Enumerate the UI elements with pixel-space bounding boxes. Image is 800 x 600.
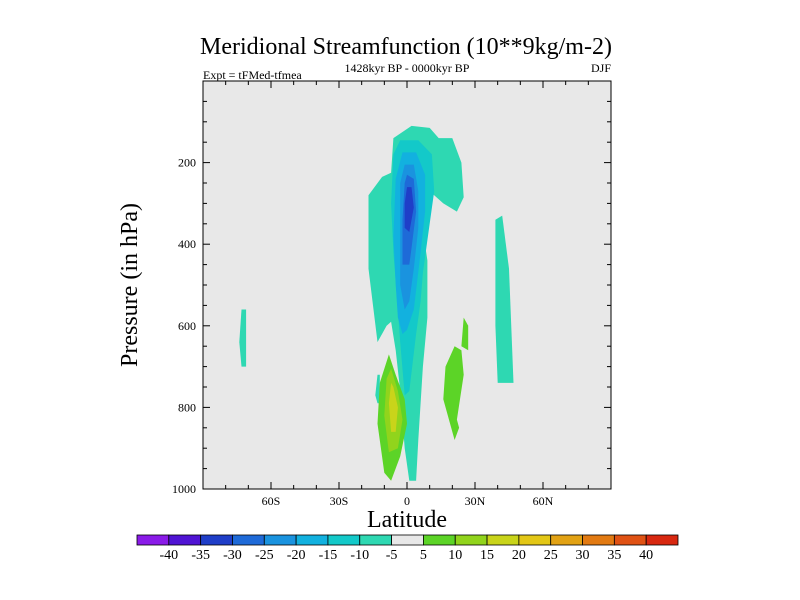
- x-axis-label: Latitude: [367, 507, 447, 533]
- time-range-label: 1428kyr BP - 0000kyr BP: [345, 61, 470, 75]
- colorbar-swatch: [263, 534, 297, 546]
- colorbar-swatch: [550, 534, 583, 546]
- colorbar-label: 35: [607, 548, 621, 563]
- colorbar-label: -20: [287, 548, 306, 563]
- x-tick-label: 30N: [465, 494, 486, 508]
- colorbar-label: 10: [448, 548, 462, 563]
- x-tick-label: 60N: [533, 494, 554, 508]
- x-tick-label: 60S: [262, 494, 281, 508]
- colorbar-label: -30: [223, 548, 242, 563]
- colorbar-label: 30: [576, 548, 590, 563]
- y-axis-label: Pressure (in hPa): [117, 203, 143, 367]
- contour-layer: [239, 125, 514, 481]
- colorbar-swatch: [582, 534, 615, 546]
- colorbar-label: 20: [512, 548, 526, 563]
- contour-neg5-2: [495, 215, 514, 383]
- colorbar-swatch: [645, 534, 679, 546]
- contour-5-11: [461, 317, 469, 351]
- colorbar-swatch: [359, 534, 392, 546]
- y-tick-label: 200: [178, 156, 196, 170]
- colorbar-label: -40: [159, 548, 178, 563]
- tick-layer: 60S 30S 0 30N 60N 200 400 600 800 1000: [172, 81, 611, 508]
- colorbar-label: 40: [639, 548, 653, 563]
- contour-5-10: [443, 346, 464, 440]
- contour-neg5-1: [375, 374, 380, 404]
- colorbar-swatch: [168, 534, 202, 546]
- contour-neg5-0: [239, 309, 247, 367]
- x-tick-label: 0: [404, 494, 410, 508]
- contour-neg30-8: [404, 187, 414, 232]
- y-tick-label: 800: [178, 400, 196, 414]
- chart-title: Meridional Streamfunction (10**9kg/m-2): [200, 34, 612, 60]
- colorbar-label: 5: [420, 548, 427, 563]
- colorbar-swatch: [518, 534, 552, 546]
- colorbar-label: -15: [319, 548, 338, 563]
- experiment-label: Expt = tFMed-tfmea: [203, 68, 302, 82]
- colorbar-swatch: [423, 534, 456, 546]
- colorbar-swatch: [295, 534, 329, 546]
- colorbar-swatch: [327, 534, 361, 546]
- y-tick-label: 600: [178, 319, 196, 333]
- colorbar-label: -10: [350, 548, 369, 563]
- colorbar-swatch: [136, 534, 170, 546]
- colorbar-swatch: [200, 534, 233, 546]
- colorbar-label: 25: [544, 548, 558, 563]
- contour-15-13: [388, 382, 398, 432]
- colorbar-swatch: [486, 534, 520, 546]
- colorbar-label: -25: [255, 548, 274, 563]
- season-label: DJF: [591, 61, 611, 75]
- colorbar-label: -35: [191, 548, 210, 563]
- colorbar-swatch: [454, 534, 488, 546]
- colorbar: -40 -35 -30 -25 -20 -15 -10 -5 5 10 15 20 25 30 35 40: [136, 534, 679, 563]
- colorbar-swatch: [232, 534, 265, 546]
- colorbar-label: 15: [480, 548, 494, 563]
- colorbar-swatch: [391, 534, 424, 546]
- x-tick-label: 30S: [330, 494, 349, 508]
- y-tick-label: 400: [178, 237, 196, 251]
- colorbar-swatch: [613, 534, 647, 546]
- y-tick-label: 1000: [172, 482, 196, 496]
- colorbar-label: -5: [386, 548, 398, 563]
